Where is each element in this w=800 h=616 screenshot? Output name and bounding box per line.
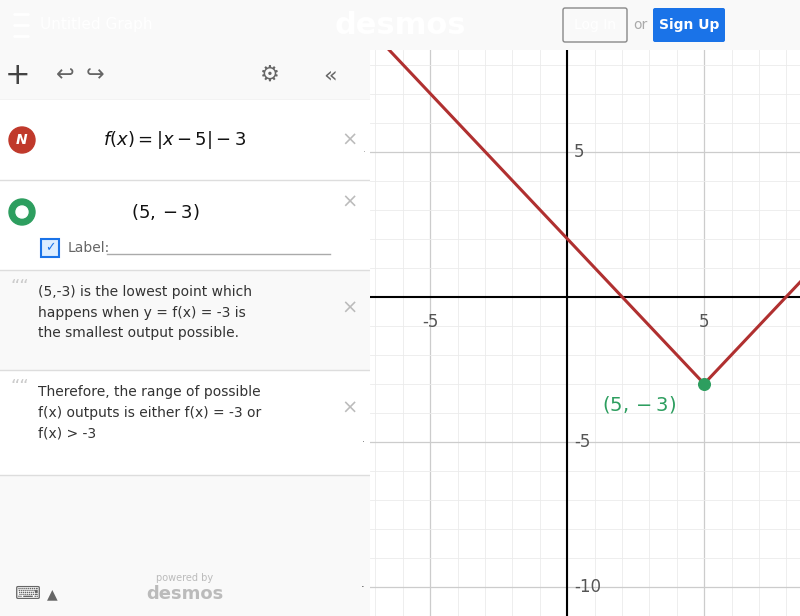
Text: ↩: ↩ [56,65,74,85]
Text: $(5, -3)$: $(5, -3)$ [602,394,677,415]
Text: Label:: Label: [68,241,110,255]
Circle shape [9,127,35,153]
Text: ““: ““ [10,278,29,296]
Point [698,379,710,389]
Text: -10: -10 [574,578,601,596]
Text: «: « [323,65,337,85]
Text: +: + [5,60,31,89]
Bar [0,100,370,180]
Text: N: N [16,133,28,147]
Bar [0,180,370,270]
Text: powered by: powered by [157,573,214,583]
Text: Untitled Graph: Untitled Graph [40,17,153,33]
Text: -5: -5 [422,313,438,331]
Text: 5: 5 [574,142,585,161]
Text: ⚙: ⚙ [260,65,280,85]
Text: ““: ““ [10,378,29,396]
Text: ×: × [342,399,358,418]
Text: -5: -5 [574,433,590,451]
Text: $f(x) = |x - 5| - 3$: $f(x) = |x - 5| - 3$ [103,129,246,151]
Text: Therefore, the range of possible
f(x) outputs is either f(x) = -3 or
f(x) > -3: Therefore, the range of possible f(x) ou… [38,385,262,440]
Bar [0,370,370,475]
Text: or: or [633,18,647,32]
Text: ×: × [342,192,358,211]
Text: ×: × [342,299,358,317]
Circle shape [16,206,28,218]
Text: Log In: Log In [574,18,616,32]
Text: desmos: desmos [146,585,224,603]
FancyBboxPatch shape [41,239,59,257]
Bar [0,270,370,370]
FancyBboxPatch shape [653,8,725,42]
Text: ✓: ✓ [45,241,55,254]
Text: (5,-3) is the lowest point which
happens when y = f(x) = -3 is
the smallest outp: (5,-3) is the lowest point which happens… [38,285,252,340]
Circle shape [9,199,35,225]
Text: ⌨: ⌨ [15,585,41,603]
Text: 5: 5 [699,313,710,331]
Text: Sign Up: Sign Up [659,18,719,32]
Text: ×: × [342,131,358,150]
Text: ↪: ↪ [86,65,104,85]
Text: $(5, -3)$: $(5, -3)$ [130,202,199,222]
Text: ▲: ▲ [46,587,58,601]
Text: desmos: desmos [334,10,466,39]
